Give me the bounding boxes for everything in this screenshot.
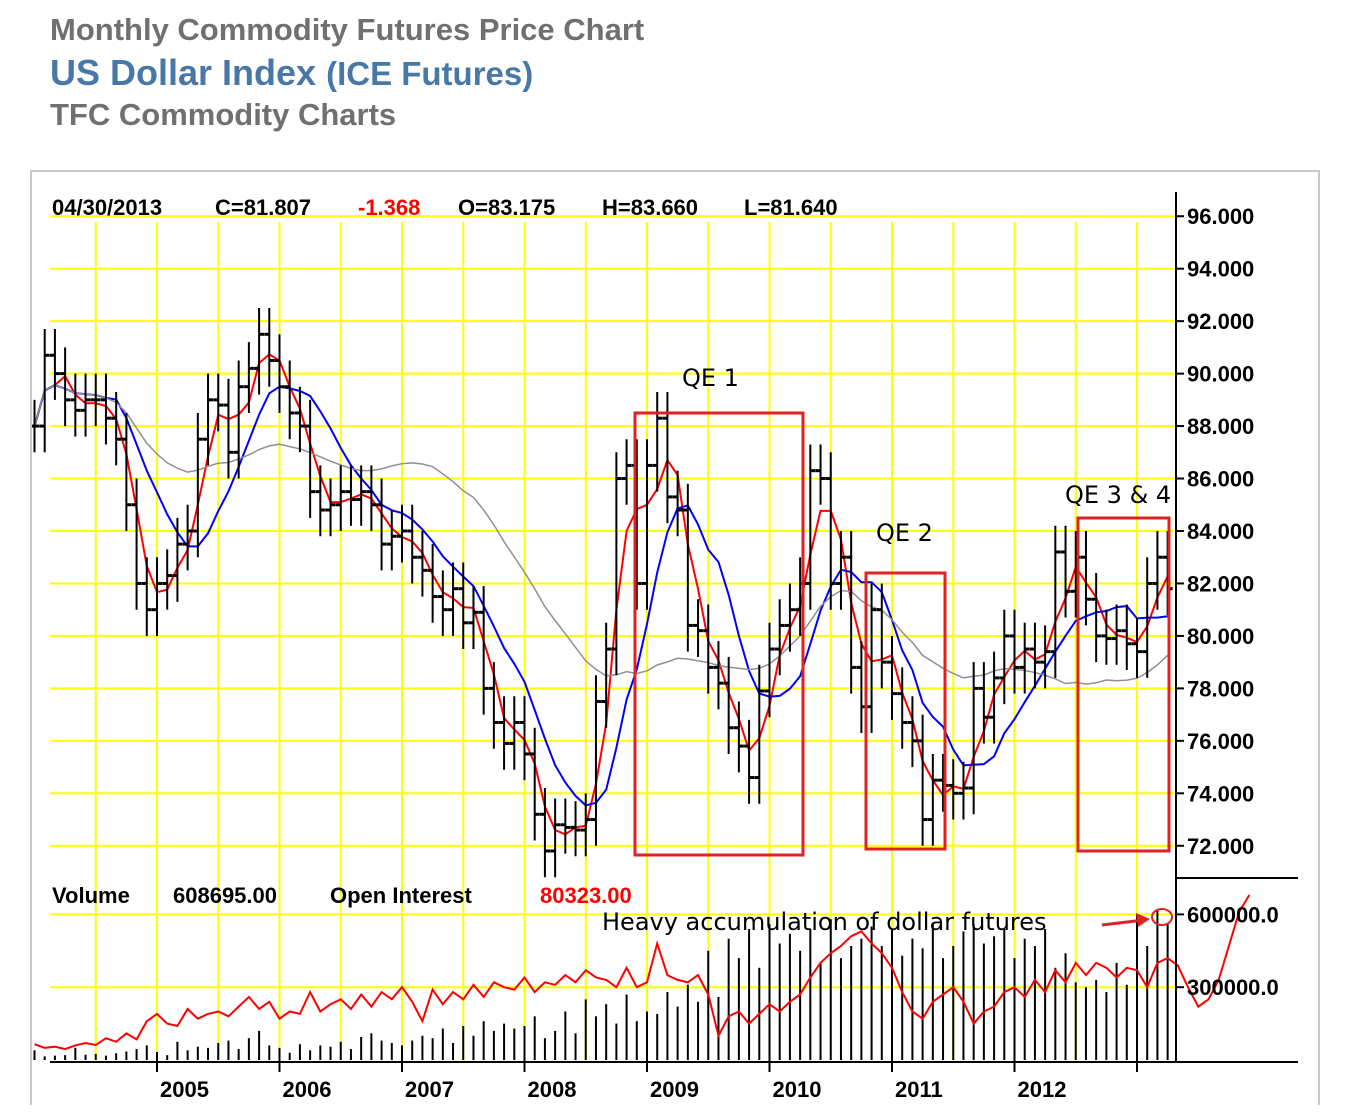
header-title: Monthly Commodity Futures Price Chart <box>50 12 645 47</box>
info-change: -1.368 <box>358 195 420 220</box>
time-tick-label: 2007 <box>405 1077 454 1102</box>
volume-value: 608695.00 <box>173 883 277 908</box>
time-tick-label: 2012 <box>1018 1077 1067 1102</box>
time-tick-label: 2009 <box>650 1077 699 1102</box>
volume-label: Volume <box>52 883 130 908</box>
price-tick-label: 74.000 <box>1187 781 1254 806</box>
oi-value: 80323.00 <box>540 883 632 908</box>
price-tick-label: 78.000 <box>1187 676 1254 701</box>
qe2-label: QE 2 <box>876 519 933 547</box>
open-interest-line <box>34 894 1251 1051</box>
price-tick-label: 88.000 <box>1187 414 1254 439</box>
price-tick-label: 94.000 <box>1187 257 1254 282</box>
time-tick-label: 2006 <box>283 1077 332 1102</box>
header-source: TFC Commodity Charts <box>50 97 397 132</box>
volume-bars <box>33 909 1169 1060</box>
series-line-long-ma <box>33 384 1169 685</box>
volume-tick-label: 300000.0 <box>1187 975 1279 1000</box>
price-tick-label: 84.000 <box>1187 519 1254 544</box>
time-tick-label: 2005 <box>160 1077 209 1102</box>
price-tick-label: 72.000 <box>1187 834 1254 859</box>
info-close: C=81.807 <box>215 195 311 220</box>
qe1-box <box>633 411 805 857</box>
time-tick-label: 2010 <box>773 1077 822 1102</box>
header-instrument: US Dollar Index (ICE Futures) <box>50 52 533 94</box>
accumulation-label: Heavy accumulation of dollar futures <box>602 908 1047 936</box>
time-tick-label: 2008 <box>528 1077 577 1102</box>
price-tick-label: 90.000 <box>1187 362 1254 387</box>
qe34-label: QE 3 & 4 <box>1065 481 1171 509</box>
oi-label: Open Interest <box>330 883 472 908</box>
series-line-medium-ma <box>33 383 1168 807</box>
price-chart: 96.000 94.000 92.000 90.000 88.000 86.000 84.0… <box>29 192 1298 1102</box>
qe1-label: QE 1 <box>682 364 739 392</box>
info-high: H=83.660 <box>602 195 698 220</box>
moving-averages <box>33 353 1169 836</box>
open-interest-line-group <box>34 894 1251 1051</box>
price-bars <box>29 308 1173 878</box>
info-date: 04/30/2013 <box>52 195 162 220</box>
qe34-box <box>1076 516 1171 853</box>
series-line-short-ma <box>33 353 1169 836</box>
price-tick-label: 80.000 <box>1187 624 1254 649</box>
instrument-name: US Dollar Index <box>50 52 317 93</box>
price-tick-label: 76.000 <box>1187 729 1254 754</box>
chart-frame: 96.000 94.000 92.000 90.000 88.000 86.000 84.0… <box>29 170 1320 1105</box>
price-tick-label: 96.000 <box>1187 204 1254 229</box>
qe2-box <box>864 571 947 851</box>
price-tick-label: 92.000 <box>1187 309 1254 334</box>
info-low: L=81.640 <box>744 195 838 220</box>
volume-tick-label: 600000.0 <box>1187 902 1279 927</box>
axes-labels: 96.000 94.000 92.000 90.000 88.000 86.000 84.0… <box>156 204 1279 1102</box>
instrument-exchange: (ICE Futures) <box>326 55 534 92</box>
price-tick-label: 82.000 <box>1187 571 1254 596</box>
price-tick-label: 86.000 <box>1187 467 1254 492</box>
time-tick-label: 2011 <box>895 1077 943 1102</box>
accumulation-arrow <box>1101 908 1173 927</box>
info-open: O=83.175 <box>458 195 555 220</box>
